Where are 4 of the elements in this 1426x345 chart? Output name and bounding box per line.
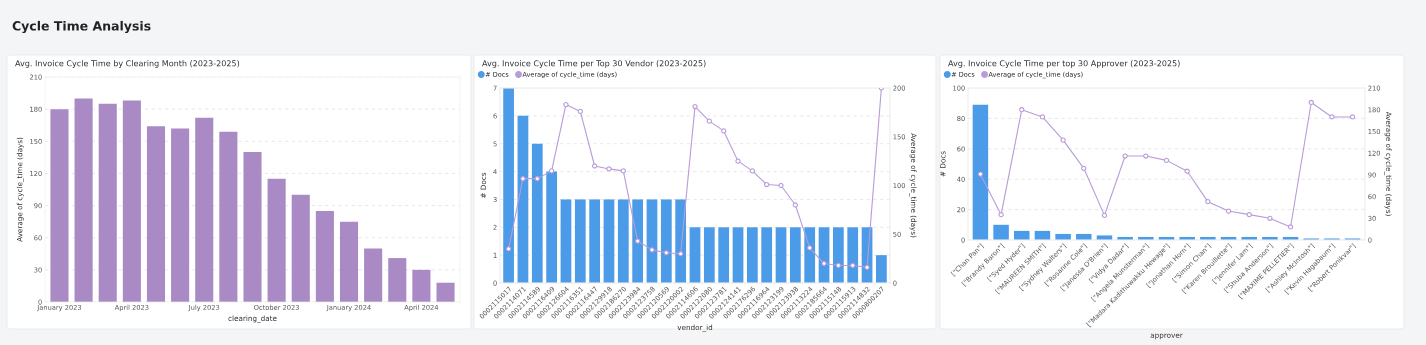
text: Cycle Time Analysis xyxy=(12,20,151,34)
chart-title: Avg. Invoice Cycle Time by Clearing Month (2023-2025) xyxy=(15,60,240,68)
chart-title: Avg. Invoice Cycle Time per Top 30 Vendor (2023-2025) xyxy=(482,60,706,68)
chart-title: Avg. Invoice Cycle Time per top 30 Approver (2023-2025) xyxy=(948,60,1180,68)
